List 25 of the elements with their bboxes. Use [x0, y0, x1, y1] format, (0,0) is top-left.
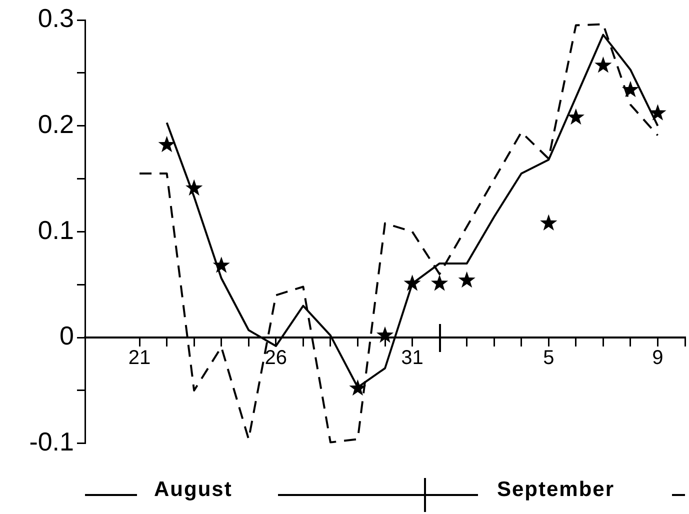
- point: [594, 56, 612, 73]
- point: [212, 256, 230, 273]
- point: [376, 326, 394, 343]
- x-tick-label: 9: [652, 347, 664, 370]
- y-tick-label: 0.2: [38, 109, 74, 140]
- point: [186, 179, 203, 196]
- point: [622, 80, 640, 98]
- text: August: [154, 478, 232, 502]
- x-tick-label: 26: [264, 347, 288, 370]
- point: [540, 214, 558, 231]
- text: September: [497, 478, 615, 502]
- x-tick-label: 21: [128, 347, 151, 370]
- x-tick-label: 5: [543, 347, 554, 370]
- x-tick-label: 31: [401, 347, 424, 370]
- point: [567, 108, 584, 125]
- point: [158, 136, 176, 152]
- y-tick-label: 0: [60, 320, 74, 351]
- y-tick-label: 0.1: [38, 214, 74, 245]
- point: [458, 271, 476, 288]
- point: [430, 274, 448, 291]
- point: [649, 104, 666, 120]
- y-tick-label: -0.1: [29, 426, 74, 457]
- point: [404, 274, 421, 291]
- y-tick-label: 0.3: [38, 3, 74, 34]
- point: [349, 379, 366, 396]
